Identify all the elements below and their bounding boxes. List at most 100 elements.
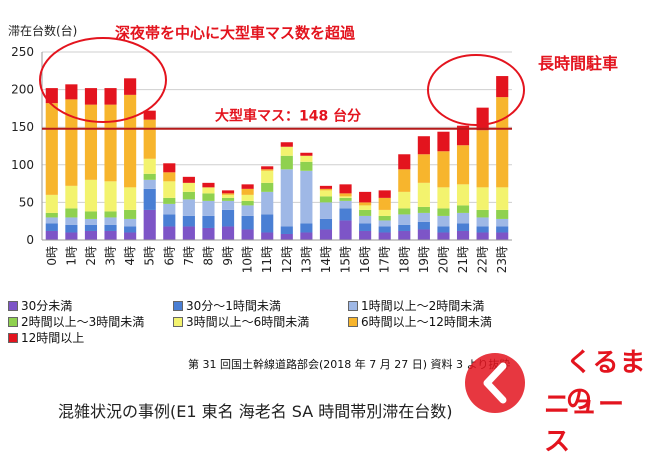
legend-swatch: [8, 300, 18, 311]
bar-segment: [104, 104, 117, 182]
bar-segment: [163, 181, 176, 198]
bar-segment: [202, 187, 215, 194]
bar-segment: [417, 154, 430, 183]
bar-segment: [359, 205, 372, 210]
bar-segment: [456, 212, 470, 224]
bar-segment: [163, 172, 176, 182]
bar-segment: [202, 200, 215, 216]
bar-segment: [496, 209, 509, 219]
legend-swatch: [348, 300, 358, 311]
bar-segment: [65, 84, 78, 100]
x-tick-label: 21時: [456, 246, 470, 273]
x-tick-label: 15時: [339, 246, 353, 273]
legend-swatch: [173, 300, 183, 311]
bar-segment: [496, 232, 509, 240]
bar-segment: [319, 229, 333, 240]
bar-segment: [417, 182, 430, 207]
bar-segment: [456, 125, 470, 146]
bar-segment: [476, 130, 489, 188]
stacked-bar-chart: 0 50 100 150 200 250 0時 1時 2時 3時 4時 5時 6時 7時 8時 9時 10時 11…: [11, 37, 525, 273]
legend-label: 30分～1時間未満: [186, 299, 281, 313]
x-tick-label: 8時: [201, 246, 215, 266]
bar-segment: [143, 179, 156, 189]
bar-segment: [261, 166, 274, 170]
bar-segment: [221, 193, 235, 195]
bar-segment: [221, 209, 235, 227]
bar-segment: [143, 158, 156, 174]
bar-segment: [202, 193, 215, 201]
bar-segment: [339, 208, 352, 221]
bar-segment: [496, 187, 509, 210]
bar-segment: [359, 215, 372, 224]
bar-segment: [241, 215, 254, 230]
bar-segment: [378, 220, 391, 227]
legend-swatch: [173, 316, 183, 327]
bar-segment: [221, 197, 235, 201]
bar-segment: [45, 103, 58, 195]
bar-segment: [84, 224, 98, 231]
bar-segment: [84, 179, 98, 212]
x-tick-label: 6時: [162, 246, 176, 266]
bar-segment: [202, 227, 215, 240]
legend-item: 12時間以上: [8, 329, 84, 346]
legend-swatch: [8, 332, 18, 343]
bar-segment: [241, 188, 254, 195]
bar-segment: [378, 226, 391, 233]
bar-segment: [65, 99, 78, 186]
bar-segment: [84, 88, 98, 105]
bar-segment: [437, 131, 450, 152]
legend-item: 2時間以上～3時間未満: [8, 313, 144, 330]
bar-segment: [143, 209, 156, 240]
bar-segment: [378, 232, 391, 240]
bar-segment: [104, 211, 117, 218]
bar-segment: [339, 197, 352, 201]
bar-segment: [496, 76, 509, 98]
bar-segment: [398, 154, 411, 170]
y-axis-label: 滞在台数(台): [8, 24, 78, 38]
bar-segment: [476, 226, 489, 233]
x-tick-label: 12時: [280, 246, 294, 273]
y-tick-label: 250: [11, 45, 34, 59]
bar-segment: [437, 226, 450, 233]
bar-segment: [339, 184, 352, 194]
bar-segment: [319, 188, 333, 191]
bar-segment: [456, 205, 470, 213]
chart-annotation-title: 深夜帯を中心に大型車マス数を超過: [115, 24, 356, 42]
bar-segment: [398, 230, 411, 240]
legend-item: 3時間以上～6時間未満: [173, 313, 309, 330]
source-note: 第 31 回国土幹線道路部会(2018 年 7 月 27 日) 資料 3 より抜…: [188, 358, 511, 371]
bar-segment: [124, 187, 137, 210]
x-tick-label: 17時: [378, 246, 392, 273]
reference-line-label: 大型車マス：148 台分: [215, 108, 361, 125]
bar-segment: [182, 182, 195, 192]
x-tick-label: 14時: [319, 246, 333, 273]
highlight-ellipse-left: [39, 37, 167, 123]
bar-segment: [319, 190, 333, 197]
bar-segment: [417, 221, 430, 230]
bar-segment: [476, 209, 489, 218]
bar-segment: [476, 187, 489, 210]
bar-segment: [241, 194, 254, 201]
legend-label: 30分未満: [21, 299, 73, 313]
y-tick-label: 0: [26, 233, 34, 247]
long-parking-label: 長時間駐車: [538, 54, 619, 73]
y-tick-label: 150: [11, 120, 34, 134]
bar-segment: [202, 182, 215, 188]
bar-segment: [84, 104, 98, 180]
x-tick-label: 22時: [476, 246, 490, 273]
bar-segment: [359, 202, 372, 206]
bar-segment: [163, 163, 176, 173]
bar-segment: [45, 223, 58, 231]
legend-label: 12時間以上: [21, 331, 85, 345]
bar-segment: [437, 208, 450, 216]
x-tick-label: 20時: [436, 246, 450, 273]
legend-label: 6時間以上～12時間未満: [361, 315, 492, 329]
bar-segment: [456, 230, 470, 240]
x-tick-label: 5時: [143, 246, 157, 266]
bar-segment: [104, 217, 117, 225]
bar-segment: [417, 206, 430, 213]
x-tick-label: 13時: [299, 246, 313, 273]
bar-segment: [476, 107, 489, 131]
bar-segment: [65, 208, 78, 218]
y-tick-label: 100: [11, 158, 34, 172]
